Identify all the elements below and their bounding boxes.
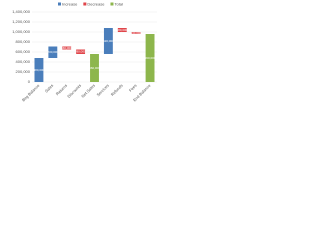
x-tick-label: Beg Balance [21,82,41,102]
value-label: 480,000 [34,68,45,72]
legend-swatch [58,2,61,6]
value-label: 560,000 [89,66,100,70]
value-label: -80,000 [117,28,128,32]
legend-swatch [83,2,87,6]
bar [34,58,44,82]
chart: 0 200,000 400,000 600,000 800,000 1,000,000 1,… [12,1,157,103]
y-tick-label: 1,400,000 [12,9,31,14]
y-tick-label: 600,000 [16,49,31,54]
y-tick-label: 200,000 [16,69,31,74]
y-tick-label: 0 [28,79,31,84]
value-label: 960,000 [145,56,156,60]
x-tick-label: Discounts [66,83,82,99]
x-tick-label: Services [95,83,109,97]
value-label: -60,000 [62,46,73,50]
value-label: -40,000 [131,31,142,35]
y-tick-label: 800,000 [16,39,31,44]
value-label: 230,000 [47,50,58,54]
value-label: 520,000 [103,39,114,43]
bar [90,54,99,82]
bar [145,34,155,82]
bar [76,49,86,54]
y-tick-label: 1,000,000 [12,29,31,34]
bar [48,46,58,58]
x-tick-label: Sales [44,83,55,94]
y-tick-label: 400,000 [16,59,31,64]
x-tick-label: Refunds [110,83,124,97]
legend-label: Increase [62,1,78,6]
x-tick-label: Net Sales [80,83,96,99]
bar [62,46,72,50]
y-tick-label: 1,200,000 [12,19,31,24]
bar [117,28,127,32]
bar [103,28,113,54]
bar [131,32,141,34]
legend-label: Decrease [87,1,105,6]
legend-label: Total [114,1,123,6]
legend-swatch [110,2,114,6]
value-label: -90,000 [76,50,87,54]
x-tick-label: Fees [128,83,138,93]
